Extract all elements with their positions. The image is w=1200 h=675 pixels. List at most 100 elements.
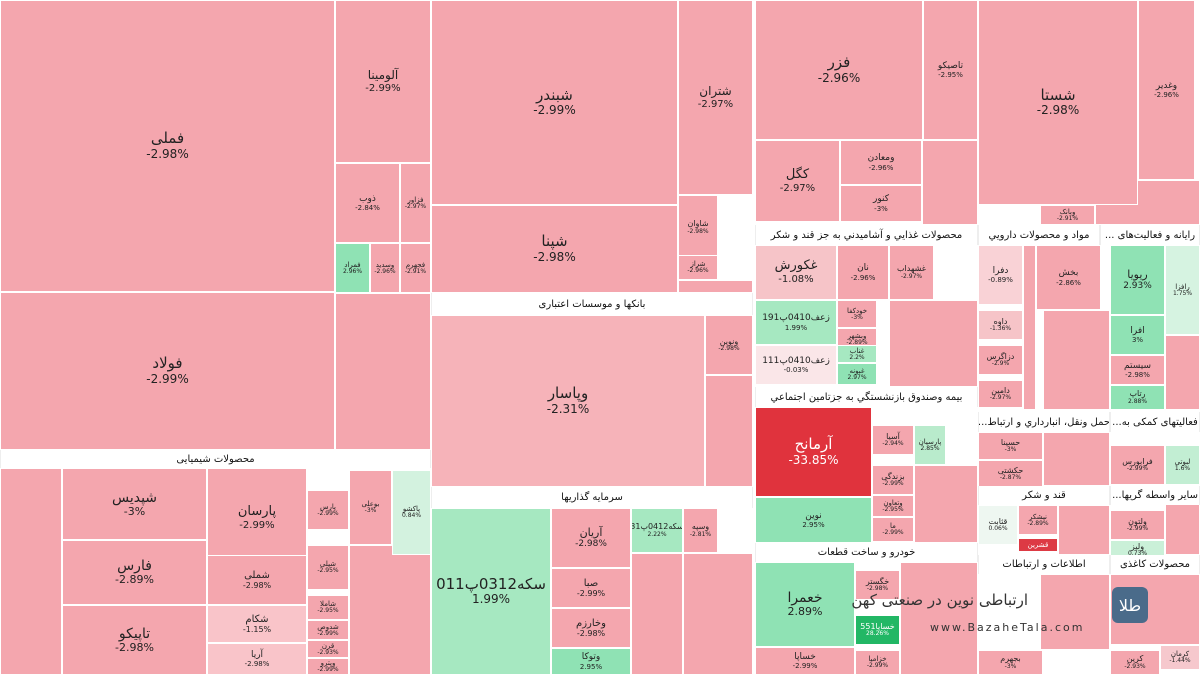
tile-change: -2.99% bbox=[317, 629, 339, 637]
tile-زعف0410پ191[interactable]: زعف0410پ191 1.99% bbox=[755, 300, 837, 345]
tile-ونوین[interactable]: ونوین -2.98% bbox=[705, 315, 753, 375]
tile-وپاسار[interactable]: وپاسار -2.31% bbox=[431, 315, 705, 487]
tile-حسینا[interactable]: حسینا -3% bbox=[978, 432, 1043, 460]
tile-وسپه[interactable]: وسپه -2.81% bbox=[683, 508, 718, 553]
tile-شتران[interactable]: شتران -2.97% bbox=[678, 0, 753, 195]
tile-قشرین[interactable]: قشرین bbox=[1018, 538, 1058, 552]
tile-وبانک[interactable]: وبانک -2.91% bbox=[1040, 205, 1095, 225]
tile-فمراد[interactable]: فمراد 2.96% bbox=[335, 243, 370, 293]
tile-غناب[interactable]: غناب 2.2% bbox=[837, 345, 877, 363]
tile-خزامیا[interactable]: خزامیا -2.99% bbox=[855, 650, 900, 675]
tile-فولاد[interactable]: فولاد -2.99% bbox=[0, 292, 335, 450]
tile-لبوتی[interactable]: لبوتی 1.6% bbox=[1165, 445, 1200, 485]
tile-change: -2.98% bbox=[1036, 103, 1080, 118]
tile-شکام[interactable]: شکام -1.15% bbox=[207, 605, 307, 643]
tile-غکورش[interactable]: غکورش -1.08% bbox=[755, 245, 837, 300]
tile-خعمرا[interactable]: خعمرا 2.89% bbox=[755, 562, 855, 647]
tile-فجهرم[interactable]: فجهرم -2.91% bbox=[400, 243, 431, 293]
tile-نیشکر[interactable]: نیشکر -2.89% bbox=[1018, 505, 1058, 535]
tile-شراز[interactable]: شراز -2.96% bbox=[678, 255, 718, 280]
tile-پارسان[interactable]: پارسان -2.99% bbox=[207, 468, 307, 568]
tile-آسیا[interactable]: آسیا -2.94% bbox=[872, 425, 914, 455]
tile-قثابت[interactable]: قثابت 0.06% bbox=[978, 505, 1018, 545]
tile-ذوب[interactable]: ذوب -2.84% bbox=[335, 163, 400, 243]
tile-کرین[interactable]: کرین -2.93% bbox=[1110, 650, 1160, 675]
tile-کرمان[interactable]: کرمان -1.44% bbox=[1160, 645, 1200, 670]
tile-ولتون[interactable]: ولتون -2.99% bbox=[1110, 510, 1165, 540]
tile-فرابورس[interactable]: فرابورس -2.99% bbox=[1110, 445, 1165, 485]
tile-شملی[interactable]: شملی -2.98% bbox=[207, 555, 307, 605]
tile-شبندر[interactable]: شبندر -2.99% bbox=[431, 0, 678, 205]
tile-صبا[interactable]: صبا -2.99% bbox=[551, 568, 631, 608]
tile-name: آسیا bbox=[886, 431, 900, 441]
tile-بزندگی[interactable]: بزندگی -2.99% bbox=[872, 465, 914, 495]
tile-آریا[interactable]: آریا -2.98% bbox=[207, 643, 307, 675]
tile-کگل[interactable]: کگل -2.97% bbox=[755, 140, 840, 222]
tile-شاوان[interactable]: شاوان -2.98% bbox=[678, 195, 718, 260]
filler-cell bbox=[922, 140, 978, 225]
tile-شستا[interactable]: شستا -2.98% bbox=[978, 0, 1138, 205]
tile-خگستر[interactable]: خگستر -2.98% bbox=[855, 570, 900, 600]
tile-پاکشو[interactable]: پاکشو 0.84% bbox=[392, 470, 431, 555]
tile-پارس[interactable]: پارس -2.99% bbox=[307, 490, 349, 530]
tile-دزاگرس[interactable]: دزاگرس -2.9% bbox=[978, 345, 1023, 375]
tile-name: غشهداب bbox=[897, 264, 926, 274]
filler-cell bbox=[335, 293, 431, 450]
tile-change: 3% bbox=[1131, 336, 1144, 345]
tile-غشهداب[interactable]: غشهداب -2.97% bbox=[889, 245, 934, 300]
tile-بوعلی[interactable]: بوعلی -3% bbox=[349, 470, 392, 545]
tile-سکه0412پ31[interactable]: سکه0412پ31 2.22% bbox=[631, 508, 683, 553]
tile-فزاور[interactable]: فزاور -2.97% bbox=[400, 163, 431, 243]
tile-خساپا[interactable]: خساپا -2.99% bbox=[755, 647, 855, 675]
tile-زعف0410پ111[interactable]: زعف0410پ111 -0.03% bbox=[755, 345, 837, 385]
tile-حکشتی[interactable]: حکشتی -2.87% bbox=[978, 460, 1043, 488]
tile-بخش[interactable]: بخش -2.86% bbox=[1036, 245, 1101, 310]
tile-وغدیر[interactable]: وغدیر -2.96% bbox=[1138, 0, 1195, 180]
tile-آریان[interactable]: آریان -2.98% bbox=[551, 508, 631, 568]
tile-تاپیکو[interactable]: تاپیکو -2.98% bbox=[62, 605, 207, 675]
tile-فارس[interactable]: فارس -2.89% bbox=[62, 540, 207, 605]
tile-وسدید[interactable]: وسدید -2.96% bbox=[370, 243, 400, 293]
tile-پارسیان[interactable]: پارسیان 2.85% bbox=[914, 425, 946, 465]
tile-شدوص[interactable]: شدوص -2.99% bbox=[307, 620, 349, 640]
tile-کنور[interactable]: کنور -3% bbox=[840, 185, 922, 222]
tile-name: شپدیس bbox=[111, 489, 158, 506]
tile-آرمانح[interactable]: آرمانح -33.85% bbox=[755, 407, 872, 497]
tile-name: آریان bbox=[579, 525, 603, 539]
tile-داوه[interactable]: داوه -1.36% bbox=[978, 310, 1023, 340]
tile-change: 0.73% bbox=[1127, 550, 1148, 558]
tile-آلومینا[interactable]: آلومینا -2.99% bbox=[335, 0, 431, 163]
tile-خساپا551[interactable]: خساپا551 28.26% bbox=[855, 615, 900, 645]
tile-فزر[interactable]: فزر -2.96% bbox=[755, 0, 923, 140]
tile-شاملا[interactable]: شاملا -2.95% bbox=[307, 595, 349, 620]
tile-فملی[interactable]: فملی -2.98% bbox=[0, 0, 335, 292]
tile-وخارزم[interactable]: وخارزم -2.98% bbox=[551, 608, 631, 648]
tile-رتاپ[interactable]: رتاپ 2.88% bbox=[1110, 385, 1165, 410]
tile-ما[interactable]: ما -2.99% bbox=[872, 517, 914, 542]
tile-دامین[interactable]: دامین -2.97% bbox=[978, 380, 1023, 408]
tile-وتعاون[interactable]: وتعاون -2.95% bbox=[872, 495, 914, 517]
tile-قرن[interactable]: قرن -2.93% bbox=[307, 640, 349, 658]
tile-name: وخارزم bbox=[576, 617, 606, 629]
tile-نان[interactable]: نان -2.96% bbox=[837, 245, 889, 300]
tile-سکه0312پ011[interactable]: سکه0312پ011 1.99% bbox=[431, 508, 551, 675]
tile-رافزا[interactable]: رافزا 1.75% bbox=[1165, 245, 1200, 335]
tile-name: وبشهر bbox=[847, 331, 867, 340]
tile-شپنا[interactable]: شپنا -2.98% bbox=[431, 205, 678, 293]
tile-ومعادن[interactable]: ومعادن -2.96% bbox=[840, 140, 922, 185]
tile-سیستم[interactable]: سیستم -2.98% bbox=[1110, 355, 1165, 385]
tile-وتوکا[interactable]: وتوکا 2.95% bbox=[551, 648, 631, 675]
tile-بجهرم[interactable]: بجهرم -3% bbox=[978, 650, 1043, 675]
tile-نوین[interactable]: نوین 2.95% bbox=[755, 497, 872, 543]
tile-ویترو[interactable]: ویترو -2.99% bbox=[307, 658, 349, 675]
tile-دفرا[interactable]: دفرا -0.89% bbox=[978, 245, 1023, 305]
tile-تاصیکو[interactable]: تاصیکو -2.95% bbox=[923, 0, 978, 140]
tile-افرا[interactable]: افرا 3% bbox=[1110, 315, 1165, 355]
tile-خودکفا[interactable]: خودکفا -3% bbox=[837, 300, 877, 328]
tile-شپلی[interactable]: شپلی -2.95% bbox=[307, 545, 349, 590]
watermark: ارتباطی نوین در صنعتی کهن www.BazaheTala… bbox=[851, 585, 1148, 647]
tile-شپدیس[interactable]: شپدیس -3% bbox=[62, 468, 207, 540]
tile-غبونه[interactable]: غبونه 2.97% bbox=[837, 363, 877, 385]
tile-ریویا[interactable]: ریویا 2.93% bbox=[1110, 245, 1165, 315]
